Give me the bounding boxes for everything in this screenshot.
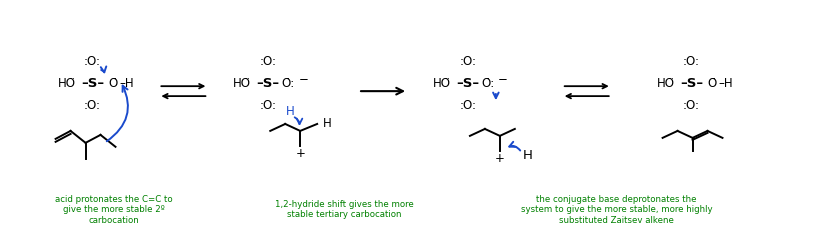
Text: Ö: Ö (108, 77, 117, 90)
Text: HÖ: HÖ (433, 77, 451, 90)
Text: –S–: –S– (257, 77, 280, 90)
Text: +: + (495, 152, 505, 165)
Text: –H: –H (119, 77, 133, 90)
Text: :O:: :O: (460, 99, 477, 112)
Text: :O:: :O: (260, 55, 277, 68)
Text: –H: –H (718, 77, 732, 90)
Text: :O:: :O: (460, 55, 477, 68)
Text: 1,2-hydride shift gives the more
stable tertiary carbocation: 1,2-hydride shift gives the more stable … (274, 200, 414, 219)
Text: –S–: –S– (680, 77, 703, 90)
Text: H: H (286, 104, 294, 118)
Text: HÖ: HÖ (657, 77, 675, 90)
Text: HÖ: HÖ (233, 77, 252, 90)
Text: H: H (523, 149, 533, 162)
Text: −: − (498, 73, 508, 86)
Text: :O:: :O: (683, 55, 700, 68)
Text: H: H (323, 117, 331, 131)
Text: :O:: :O: (84, 55, 101, 68)
Text: Ö:: Ö: (282, 77, 294, 90)
Text: +: + (295, 147, 305, 160)
Text: –S–: –S– (81, 77, 104, 90)
Text: −: − (298, 73, 308, 86)
Text: –S–: –S– (456, 77, 479, 90)
Text: Ö:: Ö: (482, 77, 494, 90)
Text: acid protonates the C=C to
give the more stable 2º
carbocation: acid protonates the C=C to give the more… (55, 195, 173, 225)
Text: :O:: :O: (84, 99, 101, 112)
Text: HÖ: HÖ (58, 77, 76, 90)
Text: Ö: Ö (707, 77, 717, 90)
Text: :O:: :O: (260, 99, 277, 112)
Text: the conjugate base deprotonates the
system to give the more stable, more highly
: the conjugate base deprotonates the syst… (520, 195, 712, 225)
Text: :O:: :O: (683, 99, 700, 112)
